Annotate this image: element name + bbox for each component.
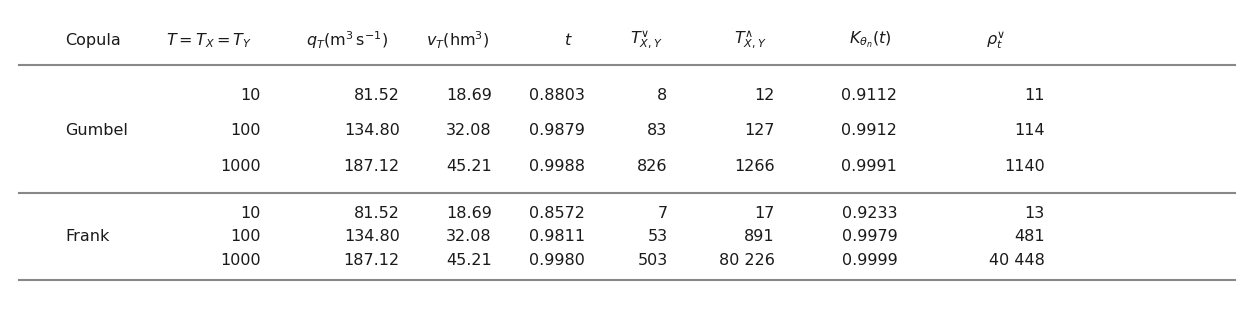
Text: 0.9980: 0.9980 (529, 253, 586, 268)
Text: 45.21: 45.21 (446, 253, 492, 268)
Text: 32.08: 32.08 (446, 123, 492, 138)
Text: $K_{\theta_n}(t)$: $K_{\theta_n}(t)$ (849, 30, 892, 51)
Text: 127: 127 (744, 123, 775, 138)
Text: $T^{\wedge}_{X,Y}$: $T^{\wedge}_{X,Y}$ (734, 29, 766, 51)
Text: 81.52: 81.52 (354, 88, 400, 103)
Text: 45.21: 45.21 (446, 159, 492, 174)
Text: 11: 11 (1025, 88, 1045, 103)
Text: 7: 7 (657, 206, 667, 221)
Text: 134.80: 134.80 (344, 229, 400, 244)
Text: 80 226: 80 226 (719, 253, 775, 268)
Text: 18.69: 18.69 (446, 88, 492, 103)
Text: 32.08: 32.08 (446, 229, 492, 244)
Text: 100: 100 (231, 123, 261, 138)
Text: 114: 114 (1014, 123, 1045, 138)
Text: 0.9811: 0.9811 (529, 229, 586, 244)
Text: 0.8572: 0.8572 (529, 206, 586, 221)
Text: 187.12: 187.12 (344, 159, 400, 174)
Text: $T = T_X = T_Y$: $T = T_X = T_Y$ (166, 31, 252, 50)
Text: 53: 53 (647, 229, 667, 244)
Text: 17: 17 (754, 206, 775, 221)
Text: 0.8803: 0.8803 (529, 88, 586, 103)
Text: 0.9233: 0.9233 (841, 206, 898, 221)
Text: 134.80: 134.80 (344, 123, 400, 138)
Text: 0.9991: 0.9991 (841, 159, 898, 174)
Text: 0.9999: 0.9999 (841, 253, 898, 268)
Text: 8: 8 (657, 88, 667, 103)
Text: 826: 826 (637, 159, 667, 174)
Text: 83: 83 (647, 123, 667, 138)
Text: $t$: $t$ (563, 32, 572, 48)
Text: $v_T(\mathrm{hm}^3)$: $v_T(\mathrm{hm}^3)$ (425, 30, 489, 51)
Text: $q_T(\mathrm{m}^3\,\mathrm{s}^{-1})$: $q_T(\mathrm{m}^3\,\mathrm{s}^{-1})$ (306, 29, 387, 51)
Text: 503: 503 (637, 253, 667, 268)
Text: 481: 481 (1014, 229, 1045, 244)
Text: 891: 891 (744, 229, 775, 244)
Text: Copula: Copula (65, 33, 122, 48)
Text: 10: 10 (241, 88, 261, 103)
Text: 0.9988: 0.9988 (529, 159, 586, 174)
Text: Gumbel: Gumbel (65, 123, 128, 138)
Text: 0.9979: 0.9979 (841, 229, 898, 244)
Text: 13: 13 (1025, 206, 1045, 221)
Text: 18.69: 18.69 (446, 206, 492, 221)
Text: Frank: Frank (65, 229, 110, 244)
Text: 1000: 1000 (221, 159, 261, 174)
Text: 1000: 1000 (221, 253, 261, 268)
Text: 0.9879: 0.9879 (529, 123, 586, 138)
Text: $T^{\vee}_{X,Y}$: $T^{\vee}_{X,Y}$ (631, 29, 663, 51)
Text: 0.9912: 0.9912 (841, 123, 898, 138)
Text: 187.12: 187.12 (344, 253, 400, 268)
Text: 1140: 1140 (1004, 159, 1045, 174)
Text: 0.9112: 0.9112 (841, 88, 898, 103)
Text: 81.52: 81.52 (354, 206, 400, 221)
Text: 10: 10 (241, 206, 261, 221)
Text: $\rho^{\vee}_t$: $\rho^{\vee}_t$ (986, 29, 1006, 51)
Text: 40 448: 40 448 (989, 253, 1045, 268)
Text: 100: 100 (231, 229, 261, 244)
Text: 1266: 1266 (734, 159, 775, 174)
Text: 12: 12 (754, 88, 775, 103)
